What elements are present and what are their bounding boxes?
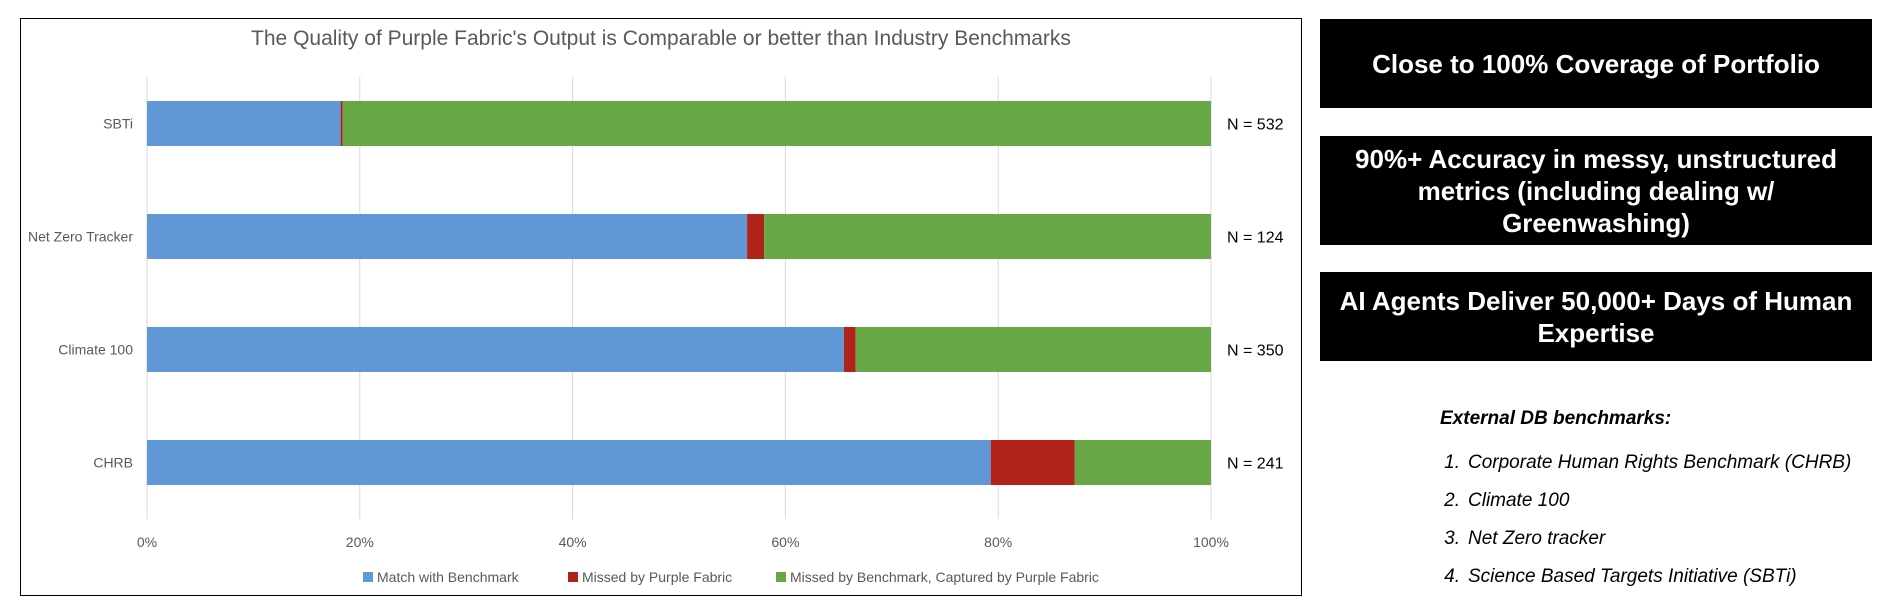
bar-segment bbox=[147, 214, 748, 259]
chart-panel: The Quality of Purple Fabric's Output is… bbox=[20, 18, 1302, 596]
x-tick-label: 60% bbox=[771, 534, 799, 550]
highlight-ai-agents: AI Agents Deliver 50,000+ Days of Human … bbox=[1320, 272, 1872, 361]
list-item: 3. Net Zero tracker bbox=[1430, 520, 1851, 558]
x-tick-label: 20% bbox=[346, 534, 374, 550]
bar-segment bbox=[764, 214, 1211, 259]
sample-size-label: N = 350 bbox=[1227, 343, 1284, 360]
highlight-coverage: Close to 100% Coverage of Portfolio bbox=[1320, 19, 1872, 108]
highlight-accuracy: 90%+ Accuracy in messy, unstructured met… bbox=[1320, 136, 1872, 245]
legend-label: Missed by Purple Fabric bbox=[582, 569, 732, 585]
benchmarks-list: 1. Corporate Human Rights Benchmark (CHRB… bbox=[1430, 444, 1851, 596]
list-text: Science Based Targets Initiative (SBTi) bbox=[1468, 566, 1797, 587]
list-item: 1. Corporate Human Rights Benchmark (CHRB… bbox=[1430, 444, 1851, 482]
x-tick-label: 0% bbox=[137, 534, 157, 550]
category-label: Net Zero Tracker bbox=[28, 229, 133, 245]
benchmarks-title: External DB benchmarks: bbox=[1440, 408, 1672, 429]
category-label: Climate 100 bbox=[58, 342, 133, 358]
legend-swatch bbox=[363, 572, 373, 582]
list-number: 1. bbox=[1444, 452, 1460, 473]
bar-segment bbox=[340, 101, 343, 146]
bar-segment bbox=[342, 101, 1211, 146]
legend-label: Match with Benchmark bbox=[377, 569, 520, 585]
sample-size-label: N = 532 bbox=[1227, 117, 1284, 134]
category-label: SBTi bbox=[103, 116, 133, 132]
chart-title: The Quality of Purple Fabric's Output is… bbox=[251, 27, 1071, 50]
bar-segment bbox=[990, 440, 1075, 485]
legend-label: Missed by Benchmark, Captured by Purple … bbox=[790, 569, 1099, 585]
list-text: Corporate Human Rights Benchmark (CHRB) bbox=[1468, 452, 1852, 473]
list-item: 2. Climate 100 bbox=[1430, 482, 1851, 520]
x-tick-label: 40% bbox=[559, 534, 587, 550]
bar-segment bbox=[147, 327, 844, 372]
bar-segment bbox=[147, 440, 991, 485]
stacked-bar-chart: 0% 20% 40% 60% 80% 100% SBTi N = 532 Net Zero Tr… bbox=[28, 77, 1284, 585]
x-tick-label: 80% bbox=[984, 534, 1012, 550]
bar-segment bbox=[747, 214, 765, 259]
bar-segment bbox=[855, 327, 1211, 372]
sample-size-label: N = 241 bbox=[1227, 456, 1284, 473]
bar-segment bbox=[1074, 440, 1211, 485]
list-number: 3. bbox=[1444, 528, 1460, 549]
list-number: 4. bbox=[1444, 566, 1460, 587]
list-text: Climate 100 bbox=[1468, 490, 1570, 511]
bar-segment bbox=[843, 327, 856, 372]
list-number: 2. bbox=[1444, 490, 1460, 511]
legend-swatch bbox=[776, 572, 786, 582]
list-text: Net Zero tracker bbox=[1468, 528, 1606, 549]
legend-swatch bbox=[568, 572, 578, 582]
sample-size-label: N = 124 bbox=[1227, 230, 1284, 247]
bar-segment bbox=[147, 101, 341, 146]
category-label: CHRB bbox=[93, 455, 133, 471]
list-item: 4. Science Based Targets Initiative (SBTi… bbox=[1430, 558, 1851, 596]
x-tick-label: 100% bbox=[1193, 534, 1229, 550]
